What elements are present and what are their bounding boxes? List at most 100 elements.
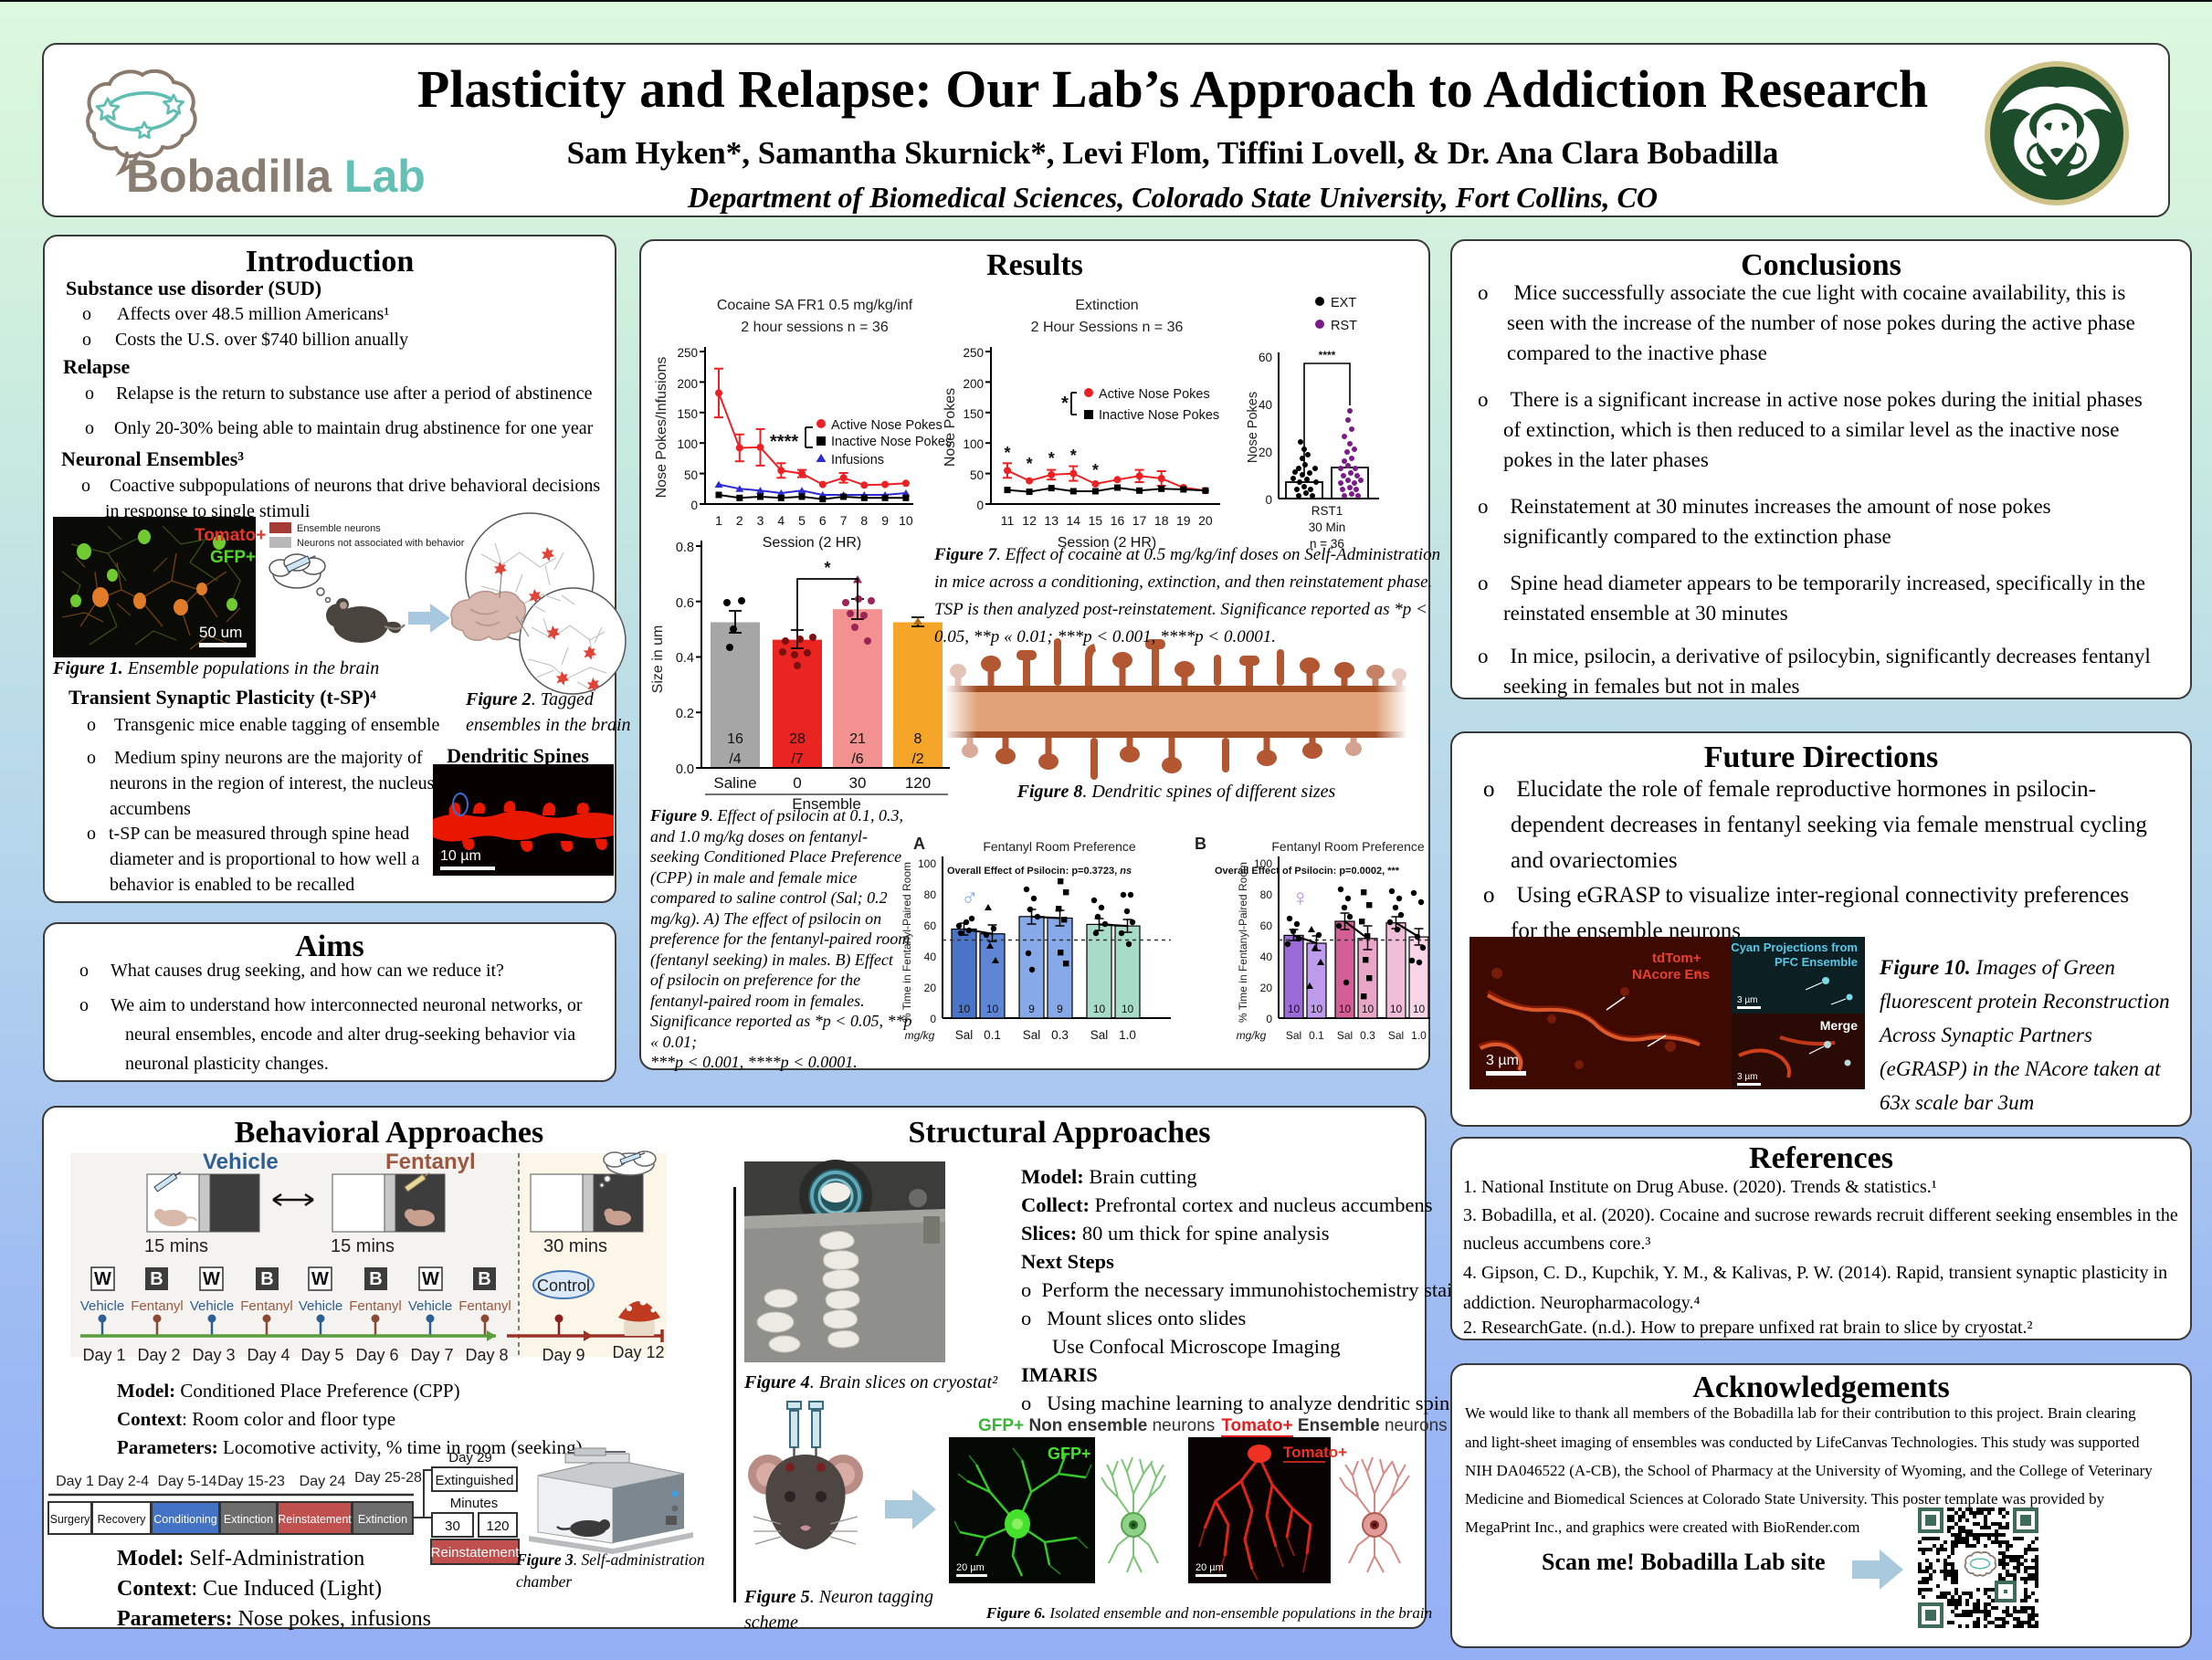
- svg-text:Active Nose Pokes: Active Nose Pokes: [831, 418, 943, 433]
- svg-text:EXT: EXT: [1331, 296, 1356, 310]
- svg-text:RST1: RST1: [1311, 504, 1343, 518]
- svg-text:Day 7: Day 7: [410, 1346, 453, 1364]
- svg-text:14: 14: [1067, 513, 1081, 528]
- svg-text:0.1: 0.1: [984, 1028, 1001, 1042]
- svg-text:100: 100: [918, 857, 936, 870]
- svg-text:9: 9: [881, 513, 889, 528]
- svg-text:PFC Ensemble: PFC Ensemble: [1775, 955, 1858, 969]
- svg-text:3: 3: [757, 513, 764, 528]
- svg-text:Active Nose Pokes: Active Nose Pokes: [1099, 387, 1210, 402]
- svg-text:60: 60: [924, 919, 937, 932]
- svg-text:21: 21: [849, 731, 866, 747]
- svg-text:% Time in Fentanyl-Paired Room: % Time in Fentanyl-Paired Room: [1237, 862, 1249, 1023]
- svg-text:10: 10: [986, 1003, 999, 1015]
- svg-text:Overall Effect of Psilocin: p=: Overall Effect of Psilocin: p=0.0002, **…: [1215, 866, 1400, 877]
- svg-text:0: 0: [1265, 493, 1272, 507]
- svg-text:Nose Pokes/Infusions: Nose Pokes/Infusions: [654, 357, 669, 499]
- svg-text:10: 10: [1311, 1003, 1323, 1015]
- svg-text:9: 9: [1057, 1003, 1063, 1015]
- svg-text:10: 10: [1413, 1003, 1426, 1015]
- svg-text:*: *: [1092, 461, 1099, 479]
- svg-text:3 µm: 3 µm: [1737, 1072, 1757, 1082]
- svg-text:Vehicle: Vehicle: [80, 1298, 124, 1314]
- svg-text:Session (2 HR): Session (2 HR): [763, 535, 861, 551]
- svg-text:0.2: 0.2: [676, 707, 694, 721]
- svg-text:Fentanyl: Fentanyl: [240, 1298, 293, 1314]
- svg-text:Vehicle: Vehicle: [203, 1150, 279, 1174]
- svg-text:120: 120: [905, 774, 931, 792]
- svg-text:250: 250: [963, 346, 984, 360]
- svg-text:0.1: 0.1: [1309, 1029, 1324, 1042]
- svg-text:n = 36: n = 36: [1310, 537, 1344, 551]
- svg-text:Day 2-4: Day 2-4: [98, 1474, 149, 1489]
- svg-text:0: 0: [1266, 1013, 1272, 1025]
- svg-text:2: 2: [736, 513, 743, 528]
- svg-text:Day 15-23: Day 15-23: [217, 1474, 285, 1489]
- svg-text:Extinction: Extinction: [358, 1513, 407, 1526]
- svg-text:2 Hour Sessions n = 36: 2 Hour Sessions n = 36: [1031, 320, 1184, 335]
- svg-text:0: 0: [976, 499, 984, 512]
- svg-text:tdTom+: tdTom+: [1652, 951, 1701, 966]
- svg-text:Extinction: Extinction: [1075, 298, 1138, 313]
- svg-text:/6: /6: [851, 751, 863, 767]
- svg-text:A: A: [913, 835, 925, 853]
- svg-text:60: 60: [1259, 351, 1272, 364]
- svg-text:15 mins: 15 mins: [144, 1236, 208, 1256]
- svg-text:B: B: [478, 1269, 490, 1289]
- svg-text:9: 9: [1028, 1003, 1035, 1015]
- svg-text:♀: ♀: [1291, 884, 1310, 911]
- svg-text:B: B: [260, 1269, 273, 1289]
- svg-text:B: B: [369, 1269, 382, 1289]
- svg-text:0: 0: [690, 499, 698, 512]
- svg-text:Day 1: Day 1: [82, 1346, 125, 1364]
- svg-text:30 mins: 30 mins: [543, 1236, 607, 1256]
- svg-text:Extinguished: Extinguished: [436, 1473, 514, 1488]
- svg-text:W: W: [311, 1269, 329, 1289]
- svg-text:Fentanyl: Fentanyl: [385, 1150, 476, 1174]
- svg-text:3 µm: 3 µm: [1486, 1053, 1519, 1068]
- svg-text:Sal: Sal: [1090, 1028, 1109, 1042]
- svg-text:Minutes: Minutes: [450, 1496, 499, 1511]
- svg-text:GFP+: GFP+: [1048, 1445, 1091, 1463]
- svg-text:/2: /2: [911, 751, 923, 767]
- svg-text:Sal: Sal: [1388, 1029, 1404, 1042]
- svg-text:11: 11: [1001, 513, 1015, 528]
- svg-text:B: B: [150, 1269, 163, 1289]
- svg-text:Cocaine SA FR1 0.5 mg/kg/inf: Cocaine SA FR1 0.5 mg/kg/inf: [717, 298, 913, 313]
- svg-text:50: 50: [970, 468, 984, 482]
- svg-text:Fentanyl: Fentanyl: [349, 1298, 402, 1314]
- svg-text:16: 16: [1111, 513, 1125, 528]
- svg-text:200: 200: [963, 377, 984, 391]
- svg-text:20: 20: [1260, 982, 1273, 994]
- svg-text:Day 8: Day 8: [465, 1346, 508, 1364]
- svg-text:RST: RST: [1331, 319, 1357, 333]
- svg-text:Nose Pokes: Nose Pokes: [943, 388, 958, 467]
- svg-text:28: 28: [789, 731, 806, 747]
- svg-text:****: ****: [1319, 349, 1336, 362]
- svg-text:Infusions: Infusions: [831, 453, 884, 468]
- svg-text:10: 10: [1093, 1003, 1106, 1015]
- svg-text:****: ****: [770, 432, 798, 452]
- svg-text:0: 0: [793, 774, 801, 792]
- svg-text:♂: ♂: [961, 884, 979, 911]
- svg-text:13: 13: [1044, 513, 1059, 528]
- svg-text:0.3: 0.3: [1051, 1028, 1069, 1042]
- svg-text:Inactive Nose Pokes: Inactive Nose Pokes: [831, 435, 952, 449]
- svg-text:6: 6: [819, 513, 827, 528]
- svg-text:100: 100: [677, 437, 698, 451]
- svg-text:40: 40: [1260, 951, 1273, 963]
- svg-text:*: *: [1048, 449, 1055, 468]
- svg-text:8: 8: [860, 513, 868, 528]
- svg-text:Cyan Projections from: Cyan Projections from: [1731, 940, 1858, 954]
- svg-text:1.0: 1.0: [1411, 1029, 1427, 1042]
- svg-text:10: 10: [899, 513, 913, 528]
- svg-text:19: 19: [1176, 513, 1191, 528]
- svg-text:Day 6: Day 6: [355, 1346, 398, 1364]
- svg-text:12: 12: [1022, 513, 1037, 528]
- svg-text:Day 3: Day 3: [192, 1346, 235, 1364]
- svg-text:10: 10: [1122, 1003, 1134, 1015]
- svg-text:Fentanyl Room Preference: Fentanyl Room Preference: [1271, 839, 1425, 854]
- svg-text:Sal: Sal: [955, 1028, 974, 1042]
- svg-text:Fentanyl Room Preference: Fentanyl Room Preference: [983, 839, 1136, 854]
- svg-text:1.0: 1.0: [1119, 1028, 1136, 1042]
